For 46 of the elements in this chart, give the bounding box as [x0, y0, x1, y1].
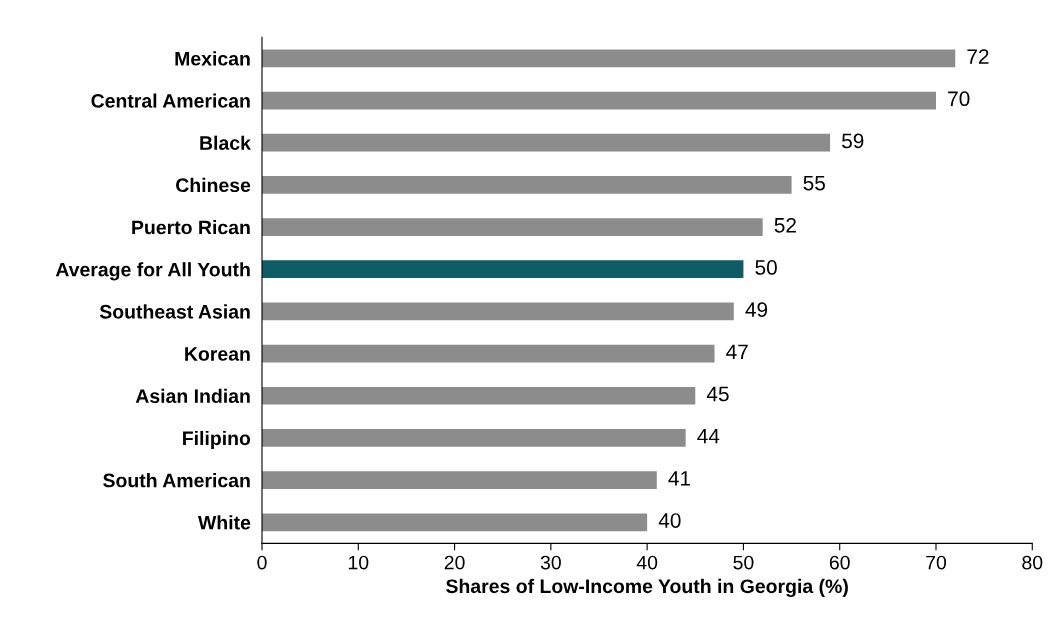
data-label: 52: [774, 217, 796, 233]
bar: [262, 176, 792, 194]
x-tick-label: 50: [733, 555, 754, 570]
y-tick-label: Average for All Youth: [55, 262, 250, 281]
data-label: 59: [842, 133, 864, 149]
data-label: 45: [706, 386, 729, 402]
x-tick-label: 0: [257, 555, 267, 570]
bar: [262, 91, 936, 110]
y-tick-label: Filipino: [183, 430, 251, 450]
y-tick-label: Southeast Asian: [99, 304, 250, 319]
bar: [262, 302, 734, 321]
x-tick-label: 80: [1022, 555, 1043, 570]
y-tick-label: Mexican: [175, 51, 250, 66]
x-tick-label: 70: [926, 555, 947, 570]
y-tick-label: Korean: [185, 347, 250, 361]
bar: [262, 386, 696, 405]
data-label: 72: [967, 49, 989, 64]
data-label: 40: [658, 513, 681, 528]
x-tick-label: 20: [444, 555, 465, 570]
bar: [262, 513, 648, 532]
bar: [262, 471, 657, 489]
y-tick-label: Chinese: [176, 177, 251, 193]
y-tick-label: Black: [200, 135, 251, 150]
data-label: 70: [948, 91, 970, 107]
data-label: 50: [755, 260, 777, 275]
x-tick-label: 40: [636, 555, 658, 570]
y-tick-label: South American: [103, 473, 250, 488]
bar: [262, 133, 831, 152]
y-tick-label: Puerto Rican: [132, 220, 250, 235]
data-label: 49: [745, 302, 768, 317]
data-label: 47: [726, 344, 748, 359]
y-tick-label: White: [197, 515, 251, 530]
x-tick-label: 60: [829, 555, 850, 570]
bar: [262, 344, 715, 363]
bar: [262, 260, 744, 279]
bar: [262, 429, 686, 447]
bar: [262, 49, 956, 68]
y-tick-label: Asian Indian: [135, 388, 250, 403]
y-tick-label: Central American: [91, 93, 250, 108]
data-label: 44: [697, 428, 720, 444]
x-tick-label: 30: [540, 555, 561, 570]
data-label: 41: [668, 471, 691, 486]
data-label: 55: [803, 175, 825, 191]
x-tick-label: 10: [348, 555, 369, 570]
x-axis-title: Shares of Low-Income Youth in Georgia (%): [446, 578, 848, 598]
bar: [262, 218, 763, 236]
